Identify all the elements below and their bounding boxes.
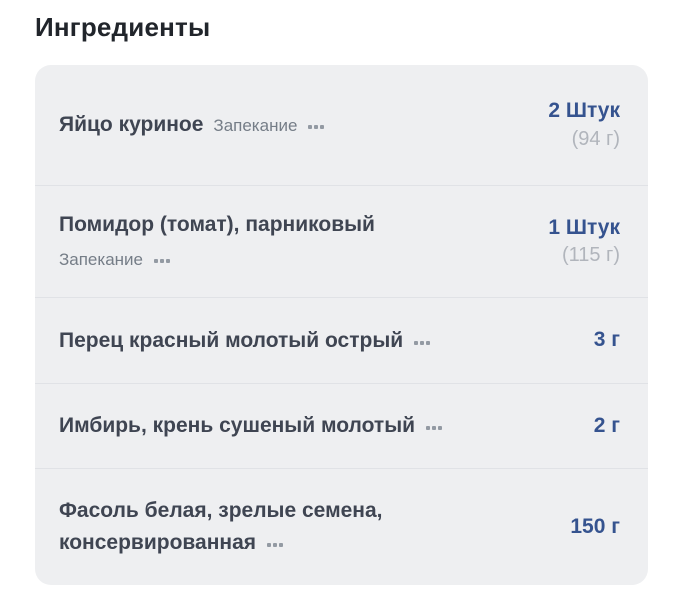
quantity-value: 2 г [593,413,620,437]
ingredient-name: Перец красный молотый острый [59,328,404,352]
ingredient-amount: 3 г [594,326,620,354]
ingredient-amount: 2 Штук (94 г) [548,97,620,152]
ingredient-amount: 1 Штук (115 г) [548,214,620,269]
ingredient-row-pepper[interactable]: Перец красный молотый острый 3 г [35,297,648,383]
quantity-value: 2 Штук [548,99,620,123]
ingredient-row-ginger[interactable]: Имбирь, крень сушеный молотый 2 г [35,383,648,468]
quantity-value: 3 г [593,328,620,352]
weight-value: (94 г) [571,127,620,150]
more-options-icon[interactable] [267,543,284,547]
ingredient-row-egg[interactable]: Яйцо куриное Запекание 2 Штук (94 г) [35,65,648,185]
ingredient-name: Яйцо куриное [59,113,204,137]
more-options-icon[interactable] [154,258,170,263]
ingredient-row-beans[interactable]: Фасоль белая, зрелые семена, консервиров… [35,468,648,585]
ingredients-card: Яйцо куриное Запекание 2 Штук (94 г) Поми… [35,65,648,585]
more-options-icon[interactable] [414,340,431,345]
ingredient-info: Помидор (томат), парниковый Запекание [59,209,548,275]
ingredient-amount: 2 г [594,412,620,440]
cooking-method-label: Запекание [213,116,298,136]
ingredient-amount: 150 г [570,513,620,541]
quantity-value: 1 Штук [548,215,620,239]
ingredient-name: Имбирь, крень сушеный молотый [59,414,416,438]
ingredient-row-tomato[interactable]: Помидор (томат), парниковый Запекание 1 … [35,185,648,297]
ingredient-info: Перец красный молотый острый [59,325,594,357]
quantity-value: 150 г [570,514,620,538]
page-title: Ингредиенты [35,12,211,42]
cooking-method-label: Запекание [59,249,143,269]
ingredient-name: Фасоль белая, зрелые семена, консервиров… [59,499,383,554]
ingredients-page: Ингредиенты Яйцо куриное Запекание 2 Штук… [0,10,680,611]
weight-value: (115 г) [561,244,620,267]
more-options-icon[interactable] [426,426,443,431]
more-options-icon[interactable] [308,125,325,130]
ingredient-name: Помидор (томат), парниковый [59,212,375,236]
ingredient-info: Фасоль белая, зрелые семена, консервиров… [59,495,570,559]
ingredient-info: Имбирь, крень сушеный молотый [59,410,594,442]
ingredient-info: Яйцо куриное Запекание [59,109,548,141]
